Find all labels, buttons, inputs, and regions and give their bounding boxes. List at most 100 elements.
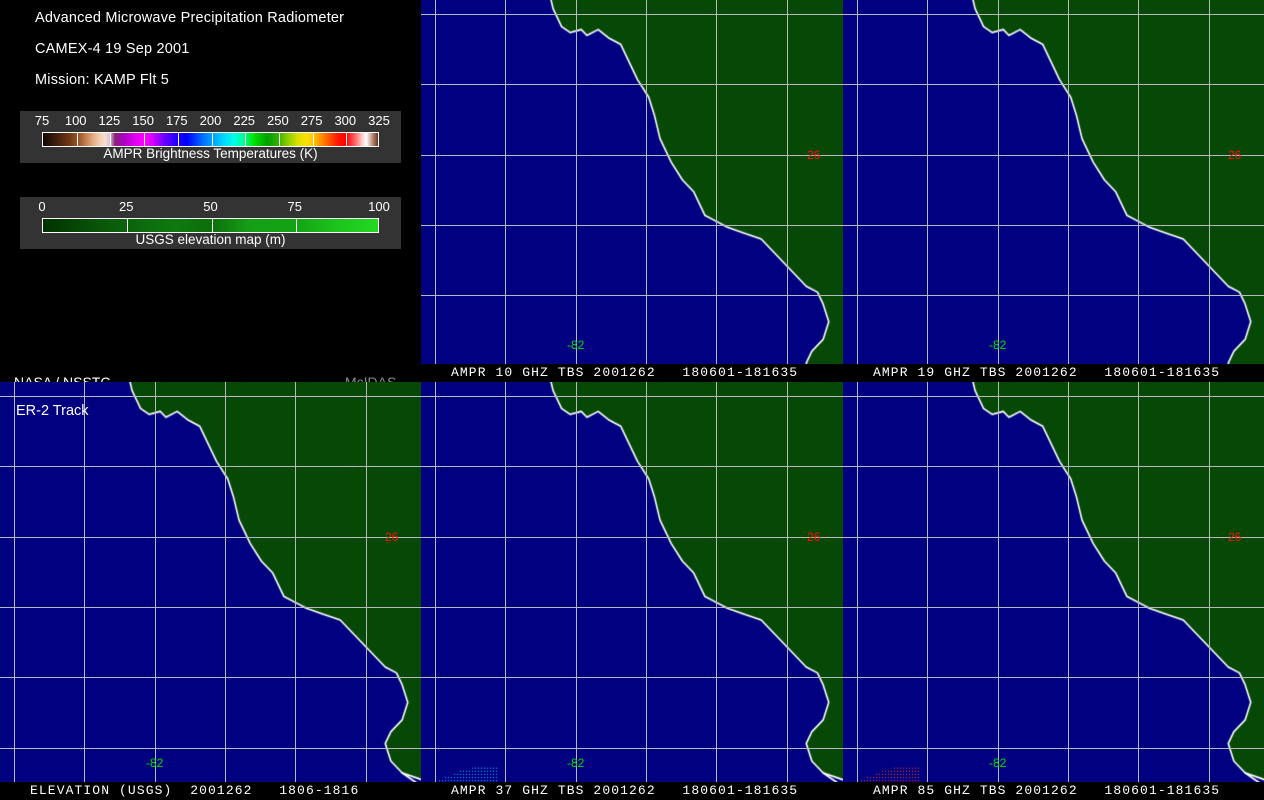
graticule-parallel: [0, 396, 421, 397]
latitude-label: 26: [807, 529, 821, 544]
graticule-parallel: [843, 225, 1264, 226]
colorbar-tick-separator: [144, 133, 146, 146]
latitude-label: 26: [807, 147, 821, 162]
er2-track-overlay-label: ER-2 Track: [16, 403, 89, 419]
graticule-meridian: [1209, 0, 1210, 364]
graticule-elevation: -82 26: [0, 382, 421, 782]
graticule-meridian: [1138, 382, 1139, 782]
graticule-parallel: [421, 466, 843, 467]
graticule-meridian: [857, 382, 858, 782]
graticule-meridian: [787, 0, 788, 364]
brightness-colorbar-label: AMPR Brightness Temperatures (K): [103, 146, 318, 161]
graticule-parallel: [843, 537, 1264, 538]
elevation-colorbar-strip: [42, 218, 379, 233]
longitude-label: -82: [988, 756, 1007, 770]
colorbar-tick-separator: [346, 133, 348, 146]
graticule-85ghz: -82 26: [843, 382, 1264, 782]
graticule-parallel: [843, 677, 1264, 678]
page-title: Advanced Microwave Precipitation Radiome…: [35, 10, 345, 26]
graticule-meridian: [927, 382, 928, 782]
colorbar-tick-separator: [295, 219, 297, 232]
graticule-meridian: [505, 382, 506, 782]
graticule-meridian: [295, 382, 296, 782]
caption-10ghz: AMPR 10 GHZ TBS 2001262 180601-181635: [421, 364, 843, 382]
longitude-label: -82: [566, 756, 585, 770]
colorbar-tick-label: 125: [98, 113, 121, 128]
colorbar-tick-separator: [211, 219, 213, 232]
colorbar-tick-label: 300: [334, 113, 357, 128]
graticule-parallel: [0, 537, 421, 538]
brightness-temperature-colorbar: 75 100 125 150 175 200 225 250 275 300 325 AMPR Br…: [20, 111, 401, 163]
caption-elevation: ELEVATION (USGS) 2001262 1806-1816: [0, 782, 421, 800]
graticule-meridian: [225, 382, 226, 782]
graticule-meridian: [505, 0, 506, 364]
graticule-parallel: [421, 225, 843, 226]
graticule-meridian: [366, 382, 367, 782]
graticule-parallel: [421, 14, 843, 15]
info-panel: Advanced Microwave Precipitation Radiome…: [0, 0, 421, 390]
panel-ampr-19ghz[interactable]: -82 26 AMPR 19 GHZ TBS 2001262 180601-181…: [843, 0, 1264, 382]
latitude-label: 26: [1228, 529, 1242, 544]
panel-elevation-track[interactable]: -82 26 ELEVATION (USGS) 2001262 1806-1816…: [0, 382, 421, 800]
mission-label: Mission: KAMP Flt 5: [35, 72, 170, 88]
caption-85ghz: AMPR 85 GHZ TBS 2001262 180601-181635: [843, 782, 1264, 800]
graticule-meridian: [646, 0, 647, 364]
graticule-meridian: [646, 382, 647, 782]
graticule-parallel: [843, 155, 1264, 156]
graticule-meridian: [14, 382, 15, 782]
graticule-meridian: [857, 0, 858, 364]
graticule-meridian: [435, 0, 436, 364]
graticule-meridian: [576, 0, 577, 364]
graticule-parallel: [421, 295, 843, 296]
graticule-parallel: [843, 14, 1264, 15]
graticule-parallel: [843, 466, 1264, 467]
map-canvas-elevation: [0, 382, 421, 800]
graticule-parallel: [421, 84, 843, 85]
colorbar-tick-label: 225: [233, 113, 256, 128]
colorbar-tick-separator: [312, 133, 314, 146]
graticule-parallel: [0, 748, 421, 749]
panel-ampr-37ghz[interactable]: -82 26 AMPR 37 GHZ TBS 2001262 180601-181…: [421, 382, 843, 800]
graticule-meridian: [998, 0, 999, 364]
graticule-meridian: [716, 382, 717, 782]
elevation-color-gradient: [43, 219, 378, 232]
graticule-19ghz: -82 26: [843, 0, 1264, 364]
graticule-meridian: [84, 382, 85, 782]
graticule-meridian: [716, 0, 717, 364]
colorbar-tick-label: 50: [203, 199, 218, 214]
graticule-parallel: [421, 396, 843, 397]
graticule-meridian: [1209, 382, 1210, 782]
colorbar-tick-label: 75: [287, 199, 302, 214]
colorbar-tick-label: 100: [368, 199, 390, 214]
graticule-parallel: [421, 677, 843, 678]
colorbar-tick-separator: [177, 133, 179, 146]
colorbar-tick-separator: [76, 133, 78, 146]
graticule-parallel: [421, 607, 843, 608]
graticule-parallel: [421, 155, 843, 156]
colorbar-tick-label: 325: [368, 113, 390, 128]
graticule-parallel: [0, 466, 421, 467]
graticule-meridian: [155, 382, 156, 782]
longitude-label: -82: [566, 338, 585, 352]
colorbar-tick-label: 25: [119, 199, 134, 214]
graticule-meridian: [576, 382, 577, 782]
graticule-parallel: [843, 607, 1264, 608]
colorbar-tick-label: 275: [300, 113, 323, 128]
panel-ampr-85ghz[interactable]: -82 26 AMPR 85 GHZ TBS 2001262 180601-181…: [843, 382, 1264, 800]
colorbar-tick-label: 75: [34, 113, 50, 128]
panel-ampr-10ghz[interactable]: -82 26 AMPR 10 GHZ TBS 2001262 180601-181…: [421, 0, 843, 382]
graticule-parallel: [843, 396, 1264, 397]
latitude-label: 26: [385, 529, 399, 544]
graticule-10ghz: -82 26: [421, 0, 843, 364]
colorbar-tick-separator: [211, 133, 213, 146]
brightness-colorbar-ticks: 75 100 125 150 175 200 225 250 275 300 325: [20, 113, 401, 130]
brightness-color-gradient: [43, 133, 378, 146]
colorbar-tick-label: 100: [64, 113, 87, 128]
graticule-meridian: [435, 382, 436, 782]
colorbar-tick-separator: [278, 133, 280, 146]
brightness-colorbar-strip: [42, 132, 379, 147]
graticule-parallel: [843, 748, 1264, 749]
graticule-parallel: [0, 607, 421, 608]
elevation-colorbar-ticks: 0 25 50 75 100: [20, 199, 401, 216]
graticule-meridian: [1138, 0, 1139, 364]
